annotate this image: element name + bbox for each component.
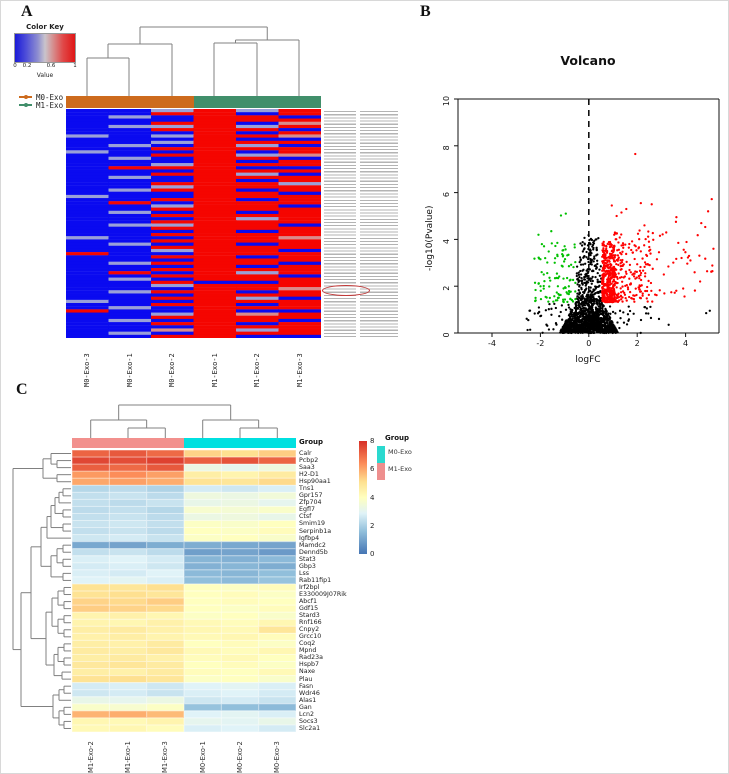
- colorbar-tick: 4: [370, 493, 375, 502]
- gene-label: Ctsf: [299, 513, 312, 521]
- heatmap-c-cells: [72, 450, 296, 732]
- gene-label: Alas1: [299, 696, 317, 704]
- svg-text:8: 8: [442, 145, 451, 150]
- gene-label: Cnpy2: [299, 626, 320, 634]
- colorbar-tick: 6: [370, 465, 375, 474]
- svg-text:0: 0: [586, 339, 591, 348]
- gene-label: Tns1: [299, 485, 315, 493]
- gene-label: Plau: [299, 675, 313, 683]
- svg-text:4: 4: [683, 339, 688, 348]
- svg-text:-2: -2: [536, 339, 544, 348]
- svg-text:0: 0: [442, 332, 451, 337]
- gene-label: Gdf15: [299, 605, 319, 613]
- gene-label: Igfbp4: [299, 534, 320, 542]
- gene-label: Lcn2: [299, 710, 314, 718]
- legend-label: M0-Exo: [36, 92, 64, 102]
- color-key-ticks: 0 0.2 0.6 1: [13, 63, 77, 69]
- gene-label: Coq2: [299, 640, 316, 648]
- svg-text:10: 10: [442, 96, 451, 106]
- gene-label: Rad23a: [299, 654, 323, 662]
- group-legend-label: M0-Exo: [388, 448, 412, 456]
- gene-label: Lss: [299, 569, 310, 577]
- heatmap-a-row-labels-col1: [324, 111, 356, 337]
- color-key-gradient: [14, 33, 76, 63]
- legend-label: M1-Exo: [36, 100, 64, 110]
- volcano-title: Volcano: [560, 53, 616, 68]
- group-legend-label: M1-Exo: [388, 465, 412, 473]
- gene-label: Mpnd: [299, 647, 317, 655]
- svg-text:6: 6: [442, 192, 451, 197]
- heatmap-c-colorbar: [359, 441, 367, 554]
- heatmap-a-legend: M0-Exo M1-Exo: [19, 92, 64, 110]
- color-key-title: Color Key: [26, 23, 64, 31]
- panel-a-label: A: [21, 3, 33, 20]
- svg-text:4: 4: [442, 239, 451, 244]
- heatmap-c-group-bar-m0: [184, 438, 296, 448]
- heatmap-a-group-bar-m1: [193, 96, 321, 108]
- volcano-x-axis-label: logFC: [575, 355, 601, 365]
- legend-marker-icon: [19, 95, 32, 99]
- gene-label: Rab11fip1: [299, 576, 332, 584]
- heatmap-c-group-bar-m1: [72, 438, 184, 448]
- gene-label: Fasn: [299, 682, 314, 690]
- colorbar-tick: 2: [370, 521, 375, 530]
- gene-label: Socs3: [299, 717, 318, 725]
- gene-label: Gpr157: [299, 492, 323, 500]
- heatmap-a-group-bar-m0: [66, 96, 194, 108]
- svg-text:2: 2: [635, 339, 640, 348]
- gene-label: Pcbp2: [299, 457, 319, 465]
- colorbar-tick: 8: [370, 437, 375, 445]
- color-key: Color Key 0 0.2 0.6 1 Value: [13, 23, 77, 79]
- gene-label: Hspb7: [299, 661, 320, 669]
- legend-marker-icon: [19, 103, 32, 107]
- gene-label: E330009J07Rik: [299, 590, 347, 598]
- svg-text:-4: -4: [488, 339, 496, 348]
- gene-label: Rnf166: [299, 619, 322, 627]
- heatmap-c-gene-labels: Calr Pcbp2 Saa3 H2-D1 Hsp90aa1 Tns1 Gpr157 Zfp7…: [299, 450, 347, 732]
- group-legend-swatch: [377, 463, 385, 480]
- gene-label: Dennd5b: [299, 548, 328, 556]
- panel-c-label: C: [16, 381, 28, 398]
- group-legend-swatch: [377, 446, 385, 463]
- heatmap-a-cells: [66, 109, 321, 338]
- gene-label: Saa3: [299, 464, 315, 472]
- gene-label: Wdr46: [299, 689, 320, 697]
- gene-label: Stard3: [299, 612, 320, 620]
- gene-label: Abcf1: [299, 597, 317, 605]
- gene-label: Mamdc2: [299, 541, 326, 549]
- gene-label: Smim19: [299, 520, 326, 528]
- gene-label: Stat3: [299, 555, 316, 563]
- gene-label: Zfp704: [299, 499, 322, 507]
- gene-label: Grcc10: [299, 633, 322, 641]
- colorbar-tick: 0: [370, 550, 375, 558]
- gene-label: Egfl7: [299, 506, 315, 514]
- heatmap-c-annotation-title: Group: [299, 438, 324, 446]
- gene-label: Naxe: [299, 668, 315, 676]
- panel-b-label: B: [420, 3, 431, 20]
- gene-label: Irf2bpl: [299, 583, 320, 591]
- gene-label: Serpinb1a: [299, 527, 332, 535]
- gene-label: Slc2a1: [299, 724, 321, 732]
- gene-label: Gan: [299, 703, 312, 711]
- color-key-axis-label: Value: [36, 72, 54, 79]
- highlighted-row-label-circle: [322, 285, 370, 296]
- gene-label: Gbp3: [299, 562, 316, 570]
- gene-label: H2-D1: [299, 471, 319, 479]
- heatmap-a-row-labels-col2: [360, 111, 398, 337]
- gene-label: Calr: [299, 450, 312, 457]
- group-legend-title: Group: [385, 434, 410, 442]
- svg-text:2: 2: [442, 286, 451, 291]
- gene-label: Hsp90aa1: [299, 478, 331, 486]
